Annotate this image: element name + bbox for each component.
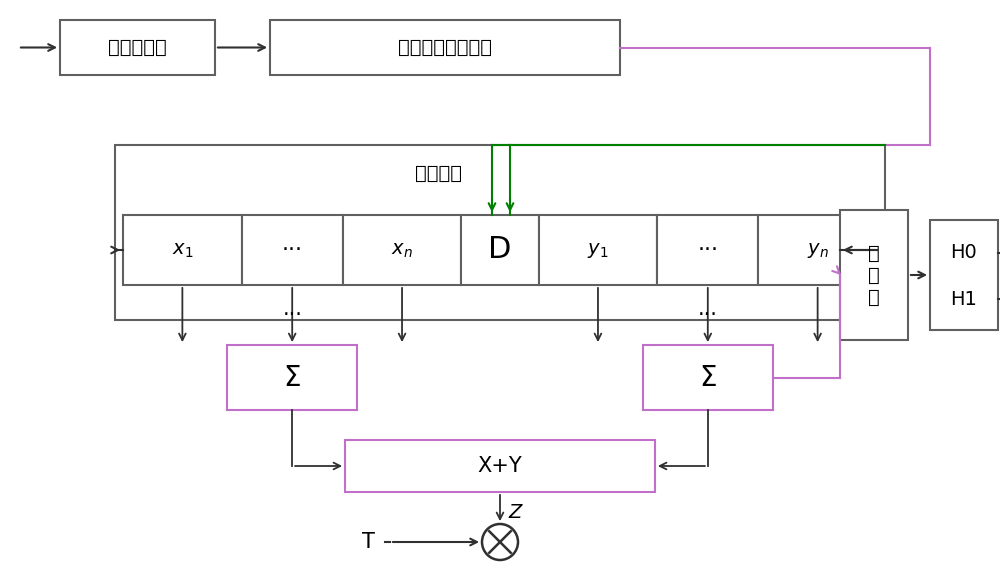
Bar [539,215,657,285]
Text: H0: H0 [951,243,977,263]
Text: Z: Z [508,503,521,521]
Text: H1: H1 [951,290,977,308]
Text: ···: ··· [698,305,718,325]
Bar [930,220,998,330]
Bar [115,145,885,320]
Text: ···: ··· [282,305,302,325]
Text: T: T [362,532,375,552]
Bar [123,215,242,285]
Bar [840,210,908,340]
Text: 单脉冲平方律检波: 单脉冲平方律检波 [398,38,492,57]
Text: ···: ··· [697,240,718,260]
Text: ···: ··· [282,240,303,260]
Bar [758,215,877,285]
Text: $x_n$: $x_n$ [391,241,413,259]
Bar [343,215,461,285]
Text: 匹配滤波器: 匹配滤波器 [108,38,167,57]
Bar [60,20,215,75]
Text: 保护单元: 保护单元 [415,164,462,182]
Bar [270,20,620,75]
Bar [461,215,539,285]
Bar [657,215,758,285]
Text: 比
较
器: 比 较 器 [868,243,880,307]
Bar [227,345,357,410]
Bar [643,345,773,410]
Text: Σ: Σ [699,363,717,392]
Text: Σ: Σ [283,363,301,392]
Text: $y_1$: $y_1$ [587,241,609,259]
Text: D: D [488,235,512,264]
Text: X+Y: X+Y [478,456,522,476]
Bar [242,215,343,285]
Text: $y_n$: $y_n$ [807,241,829,259]
Bar [345,440,655,492]
Text: $x_1$: $x_1$ [172,241,193,259]
